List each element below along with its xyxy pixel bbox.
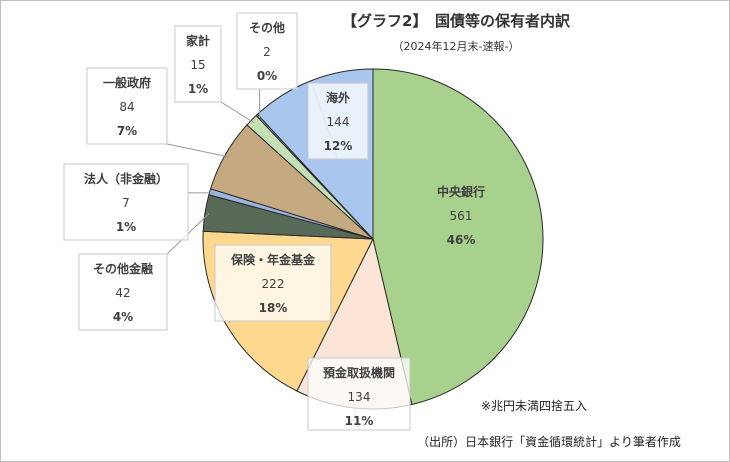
slice-name-8: 海外 [326, 90, 350, 105]
source-note: （出所）日本銀行「資金循環統計」より筆者作成 [417, 434, 681, 449]
label-box-7 [236, 12, 298, 90]
slice-labels: 中央銀行 561 46% 預金取扱機関 134 11% 保険・年金基金 222 18% その他金融… [63, 12, 485, 431]
slice-percent-2: 18% [259, 301, 288, 315]
slice-value-4: 7 [122, 196, 130, 210]
slice-percent-3: 4% [113, 310, 133, 324]
slice-percent-6: 1% [188, 82, 208, 96]
label-box-1 [307, 357, 411, 431]
slice-percent-1: 11% [345, 414, 374, 428]
chart-subtitle: （2024年12月末-速報-） [393, 39, 520, 53]
slice-value-5: 84 [119, 100, 134, 114]
slice-value-3: 42 [115, 286, 130, 300]
slice-percent-8: 12% [324, 139, 353, 153]
slice-value-0: 561 [450, 209, 473, 223]
label-box-5 [86, 67, 168, 145]
slice-value-2: 222 [262, 277, 285, 291]
rounding-note: ※兆円未満四捨五入 [481, 398, 587, 413]
slice-value-1: 134 [348, 390, 371, 404]
chart-title: 【グラフ2】 国債等の保有者内訳 [342, 12, 571, 30]
slice-value-8: 144 [327, 115, 350, 129]
label-box-3 [78, 253, 168, 331]
slice-value-6: 15 [190, 58, 205, 72]
slice-percent-5: 7% [117, 124, 137, 138]
slice-value-7: 2 [263, 45, 271, 59]
slice-name-4: 法人（非金融） [84, 171, 168, 186]
slice-name-7: その他 [249, 20, 285, 35]
slice-name-1: 預金取扱機関 [323, 365, 395, 380]
slice-name-6: 家計 [186, 33, 210, 48]
leader-line-5 [166, 143, 229, 158]
slice-percent-0: 46% [447, 233, 476, 247]
label-box-4 [63, 163, 189, 241]
leader-line-6 [220, 101, 255, 124]
slice-percent-7: 0% [257, 69, 277, 83]
slice-percent-4: 1% [116, 220, 136, 234]
slice-name-3: その他金融 [93, 261, 153, 276]
slice-name-5: 一般政府 [103, 75, 151, 90]
label-box-2 [214, 244, 332, 322]
pie-slice-0 [372, 68, 544, 406]
label-box-6 [174, 25, 222, 103]
slice-name-0: 中央銀行 [437, 184, 485, 199]
slice-name-2: 保険・年金基金 [230, 252, 316, 267]
label-box-8 [307, 82, 369, 160]
